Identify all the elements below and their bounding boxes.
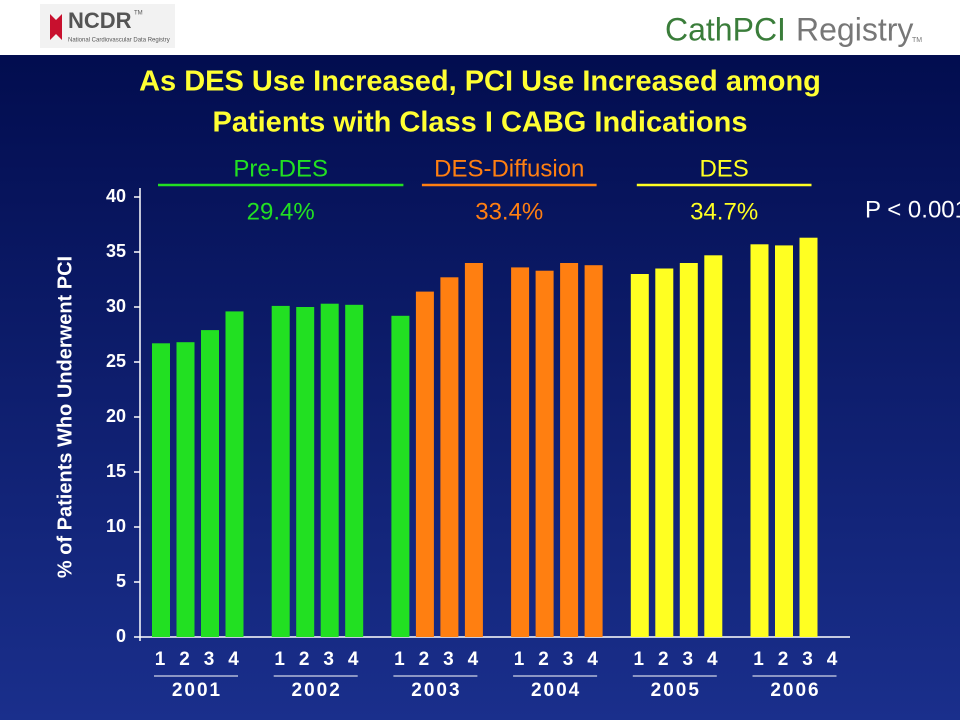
legend-label: Pre-DES bbox=[233, 155, 328, 182]
x-tick-label: 2 bbox=[778, 649, 789, 670]
bar bbox=[320, 303, 339, 637]
bar bbox=[679, 263, 698, 637]
title: Patients with Class I CABG Indications bbox=[213, 107, 748, 139]
bar bbox=[750, 244, 769, 638]
x-tick-label: 3 bbox=[802, 649, 813, 670]
x-tick-label: 3 bbox=[563, 649, 574, 670]
group-label: 2002 bbox=[292, 680, 342, 701]
bar bbox=[152, 343, 170, 637]
x-tick-label: 3 bbox=[443, 649, 454, 670]
x-tick-label: 1 bbox=[394, 649, 405, 670]
annotation: P < 0.001 bbox=[865, 196, 960, 223]
logo-text: NCDR bbox=[68, 8, 132, 33]
x-tick-label: 1 bbox=[514, 649, 525, 670]
logo-subtitle: National Cardiovascular Data Registry bbox=[68, 38, 170, 44]
bar bbox=[704, 255, 723, 638]
x-tick-label: 1 bbox=[634, 649, 645, 670]
y-tick-label: 15 bbox=[106, 461, 126, 481]
x-tick-label: 4 bbox=[468, 649, 479, 670]
group-label: 2004 bbox=[531, 680, 581, 701]
bar bbox=[630, 274, 649, 637]
y-axis-label: % of Patients Who Underwent PCI bbox=[54, 256, 76, 578]
logo-tm: TM bbox=[134, 11, 143, 17]
x-tick-label: 2 bbox=[419, 649, 430, 670]
bar bbox=[464, 263, 483, 637]
y-tick-label: 25 bbox=[106, 351, 126, 371]
bar bbox=[225, 311, 244, 637]
x-tick-label: 4 bbox=[827, 649, 838, 670]
group-label: 2003 bbox=[411, 680, 461, 701]
title: As DES Use Increased, PCI Use Increased … bbox=[139, 66, 821, 98]
logo-box bbox=[40, 4, 175, 48]
bar bbox=[415, 291, 434, 637]
group-label: 2005 bbox=[651, 680, 701, 701]
x-tick-label: 3 bbox=[323, 649, 334, 670]
bar bbox=[799, 237, 818, 637]
y-tick-label: 40 bbox=[106, 186, 126, 206]
x-tick-label: 2 bbox=[179, 649, 190, 670]
x-tick-label: 4 bbox=[348, 649, 359, 670]
x-tick-label: 2 bbox=[299, 649, 310, 670]
registry-logo: Registry bbox=[796, 11, 913, 47]
x-tick-label: 3 bbox=[683, 649, 694, 670]
group-label: 2006 bbox=[770, 680, 820, 701]
bar bbox=[201, 330, 219, 637]
bar bbox=[655, 268, 674, 637]
bar bbox=[345, 304, 364, 637]
bar bbox=[391, 315, 410, 637]
bar bbox=[511, 267, 530, 637]
bar bbox=[775, 245, 793, 637]
y-tick-label: 35 bbox=[106, 241, 126, 261]
period-mean: 29.4% bbox=[247, 198, 315, 225]
logo-icon bbox=[50, 14, 62, 40]
x-tick-label: 1 bbox=[753, 649, 764, 670]
registry-tm: TM bbox=[912, 37, 922, 44]
bar bbox=[440, 277, 459, 637]
period-mean: 34.7% bbox=[690, 198, 758, 225]
x-tick-label: 4 bbox=[587, 649, 598, 670]
legend-label: DES bbox=[699, 155, 748, 182]
bar bbox=[176, 342, 195, 637]
y-tick-label: 0 bbox=[116, 626, 126, 646]
registry-logo: CathPCI bbox=[665, 11, 786, 47]
group-label: 2001 bbox=[172, 680, 222, 701]
bar bbox=[584, 265, 603, 637]
bar bbox=[560, 263, 579, 637]
y-tick-label: 10 bbox=[106, 516, 126, 536]
bar bbox=[296, 307, 315, 637]
period-mean: 33.4% bbox=[475, 198, 543, 225]
x-tick-label: 4 bbox=[707, 649, 718, 670]
x-tick-label: 3 bbox=[204, 649, 215, 670]
y-tick-label: 5 bbox=[116, 571, 126, 591]
legend-label: DES-Diffusion bbox=[434, 155, 584, 182]
bar bbox=[535, 270, 554, 637]
x-tick-label: 2 bbox=[538, 649, 549, 670]
y-tick-label: 20 bbox=[106, 406, 126, 426]
y-tick-label: 30 bbox=[106, 296, 126, 316]
bar bbox=[271, 305, 290, 637]
x-tick-label: 1 bbox=[155, 649, 166, 670]
x-tick-label: 2 bbox=[658, 649, 669, 670]
x-tick-label: 1 bbox=[274, 649, 285, 670]
x-tick-label: 4 bbox=[228, 649, 239, 670]
